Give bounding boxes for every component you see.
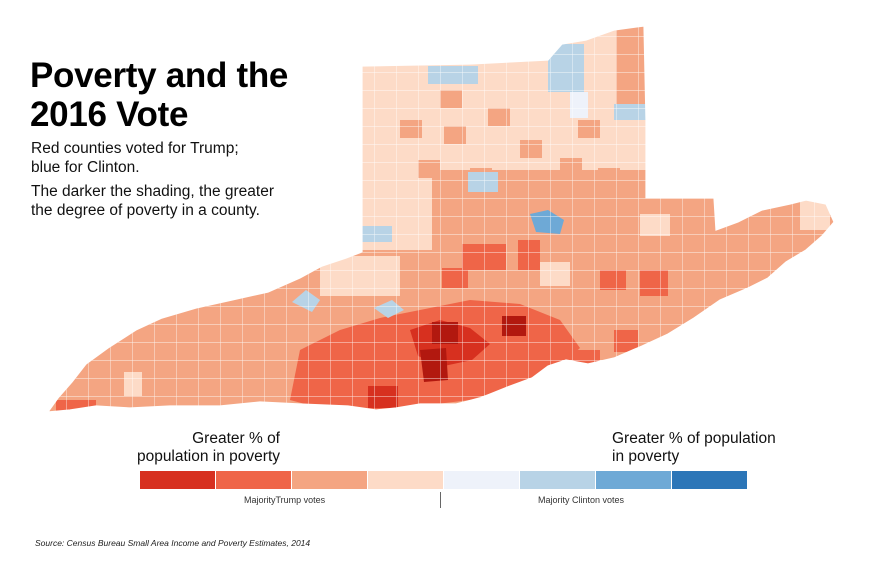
map-title: Poverty and the 2016 Vote [30,56,288,134]
source-note: Source: Census Bureau Small Area Income … [35,538,311,548]
legend-swatch-trump-medium-poverty [292,471,367,489]
legend-swatch-clinton-low-poverty [444,471,519,489]
legend-right-heading: Greater % of population in poverty [612,430,832,466]
county-map [47,25,835,413]
subtitle: Red counties voted for Trump; blue for C… [31,139,239,177]
description: The darker the shading, the greater the … [31,182,274,220]
description-line-1: The darker the shading, the greater [31,183,274,200]
legend-right-line-2: in poverty [612,448,680,465]
subtitle-line-2: blue for Clinton. [31,159,140,176]
legend-swatch-trump-high-poverty [216,471,291,489]
legend-swatch-clinton-medium-poverty [520,471,595,489]
title-line-1: Poverty and the [30,56,289,95]
legend-swatch-trump-low-poverty [368,471,443,489]
title-line-2: 2016 Vote [30,95,189,134]
legend-swatch-trump-highest-poverty [140,471,215,489]
description-line-2: the degree of poverty in a county. [31,202,260,219]
legend-right-line-1: Greater % of population [612,430,776,447]
legend-left-heading: Greater % of population in poverty [110,430,280,466]
legend-swatch-clinton-high-poverty [596,471,671,489]
trump-votes-label: MajorityTrump votes [244,495,326,505]
legend-swatch-clinton-highest-poverty [672,471,747,489]
legend-color-scale [140,471,748,489]
legend-divider [440,492,441,508]
legend-left-line-1: Greater % of [192,430,280,447]
clinton-votes-label: Majority Clinton votes [538,495,625,505]
legend-left-line-2: population in poverty [136,448,280,465]
subtitle-line-1: Red counties voted for Trump; [31,140,239,157]
